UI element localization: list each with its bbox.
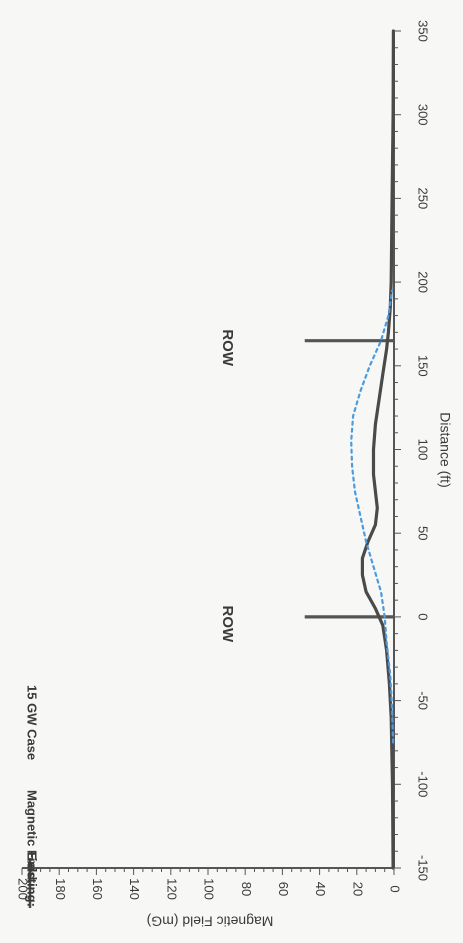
legend-prefix: Existing: xyxy=(25,852,40,907)
x-tick-label: 50 xyxy=(416,526,431,540)
x-tick-label: 300 xyxy=(416,104,431,126)
x-tick-label: 150 xyxy=(416,355,431,377)
y-tick-label: 100 xyxy=(202,878,217,900)
y-tick-label: 160 xyxy=(90,878,105,900)
x-tick-label: 350 xyxy=(416,20,431,42)
legend: Existing: Magnetic Field 15 GW Case xyxy=(25,685,40,908)
y-tick-label: 180 xyxy=(53,878,68,900)
y-tick-label: 80 xyxy=(239,882,254,896)
rotated-plot: ROW ROW -150 -100 -50 0 50 100 150 200 250 300 350 0… xyxy=(16,20,431,900)
x-tick-label: 0 xyxy=(416,613,431,620)
y-axis-title: Magnetic Field (mG) xyxy=(147,913,274,929)
x-tick-label: -150 xyxy=(416,855,431,881)
legend-case-label: 15 GW Case xyxy=(25,685,40,760)
series-15gw-case-line xyxy=(350,289,395,744)
x-tick-label: 200 xyxy=(416,271,431,293)
x-tick-label: -100 xyxy=(416,771,431,797)
y-tick-label: 140 xyxy=(127,878,142,900)
y-tick-label: 120 xyxy=(164,878,179,900)
row-marker-label: ROW xyxy=(219,606,236,644)
x-tick-label: 250 xyxy=(416,188,431,210)
x-axis-title: Distance (ft) xyxy=(437,412,453,487)
tick-layer: -150 -100 -50 0 50 100 150 200 250 300 350 0 20 40 60 8… xyxy=(16,20,431,900)
y-tick-label: 200 xyxy=(16,878,31,900)
legend-field-label: Magnetic Field xyxy=(25,790,40,880)
y-tick-label: 20 xyxy=(350,882,365,896)
series-existing-line xyxy=(360,29,395,870)
y-tick-label: 40 xyxy=(313,882,328,896)
x-tick-label: 100 xyxy=(416,439,431,461)
y-tick-label: 0 xyxy=(388,885,403,892)
plot-frame xyxy=(22,31,395,869)
row-marker-label: ROW xyxy=(219,329,236,367)
x-tick-label: -50 xyxy=(416,691,431,710)
y-tick-label: 60 xyxy=(276,882,291,896)
series-layer xyxy=(350,29,395,870)
